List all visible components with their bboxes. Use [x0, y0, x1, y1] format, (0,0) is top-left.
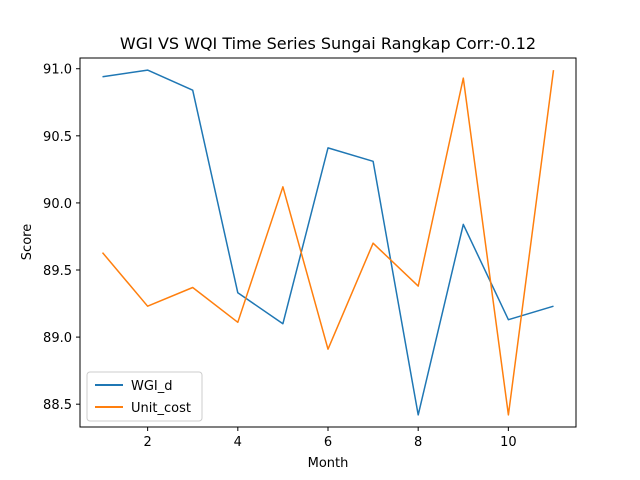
y-tick-label: 89.0: [43, 331, 72, 346]
y-axis: 88.5 89.0 89.5 90.0 90.5 91.0: [43, 63, 80, 413]
y-tick-label: 91.0: [43, 63, 72, 78]
x-axis: 2 4 6 8 10: [143, 427, 517, 450]
x-tick-label: 2: [143, 435, 151, 450]
legend-label-wgi-d: WGI_d: [131, 379, 173, 394]
series-line-wgi-d: [102, 69, 554, 416]
y-tick-label: 90.5: [43, 130, 72, 145]
series-line-unit-cost: [101, 70, 555, 416]
legend: WGI_d Unit_cost: [86, 371, 203, 422]
chart-title: WGI VS WQI Time Series Sungai Rangkap Co…: [120, 34, 536, 53]
y-tick-label: 90.0: [43, 197, 72, 212]
x-tick-label: 4: [234, 435, 242, 450]
y-axis-label: Score: [20, 224, 35, 260]
series-lines: [101, 69, 555, 416]
x-axis-label: Month: [308, 456, 349, 471]
x-tick-label: 8: [414, 435, 422, 450]
y-tick-label: 89.5: [43, 264, 72, 279]
y-tick-label: 88.5: [43, 398, 72, 413]
legend-label-unit-cost: Unit_cost: [131, 401, 191, 416]
x-tick-label: 6: [324, 435, 332, 450]
x-tick-label: 10: [500, 435, 517, 450]
